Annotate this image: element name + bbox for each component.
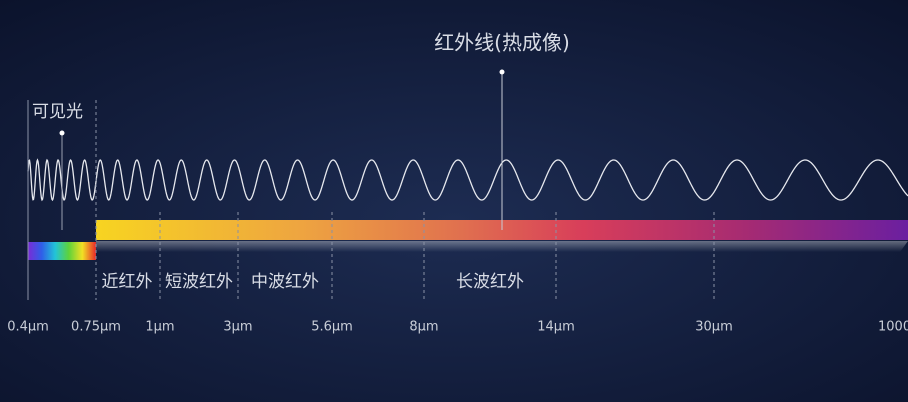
scale-label: 5.6μm: [311, 320, 353, 335]
scale-label: 1μm: [145, 320, 174, 335]
visible-label: 可见光: [32, 102, 83, 122]
scale-label: 14μm: [537, 320, 574, 335]
scale-label: 0.75μm: [71, 320, 121, 335]
pointer-dot: [59, 130, 65, 136]
scale-label: 3μm: [223, 320, 252, 335]
bar-shadow: [96, 241, 908, 252]
scale-label: 30μm: [695, 320, 732, 335]
wave: [27, 158, 908, 202]
title: 红外线(热成像): [434, 31, 570, 55]
scale-label: 8μm: [409, 320, 438, 335]
band-label: 近红外: [102, 272, 153, 292]
pointer-dot: [499, 69, 505, 75]
scale-label: 1000μm: [878, 320, 908, 335]
band-label: 中波红外: [251, 272, 319, 292]
band-label: 短波红外: [165, 272, 233, 292]
visible-bar: [28, 242, 96, 260]
scale-label: 0.4μm: [7, 320, 49, 335]
band-label: 长波红外: [456, 272, 524, 292]
